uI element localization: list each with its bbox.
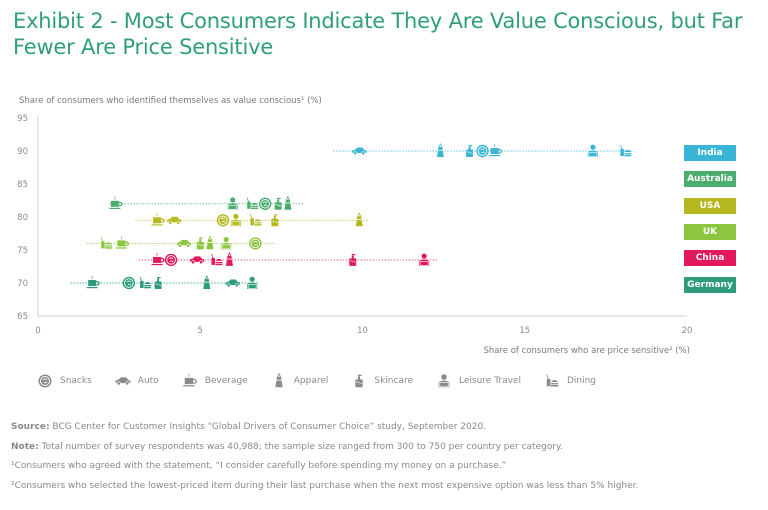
point-uk-auto: [177, 239, 192, 248]
note-label: Note:: [11, 441, 39, 452]
y-axis-label: Share of consumers who identified themse…: [19, 96, 322, 106]
point-germany-apparel: [203, 275, 211, 289]
x-tick-label: 15: [519, 326, 530, 336]
point-usa-snacks: [216, 214, 230, 227]
legend-item-beverage: Beverage: [181, 372, 248, 390]
footnote-2: ²Consumers who selected the lowest-price…: [11, 480, 639, 491]
country-badge-australia: Australia: [684, 171, 736, 187]
point-australia-skincare: [274, 197, 282, 210]
point-uk-leisure-travel: [221, 237, 232, 250]
exhibit-title: Exhibit 2 - Most Consumers Indicate They…: [13, 9, 743, 59]
legend-label: Beverage: [204, 376, 248, 386]
skincare-icon: [355, 374, 364, 388]
sample-note: Note: Total number of survey respondents…: [11, 438, 638, 458]
point-germany-beverage: [86, 276, 100, 289]
x-tick-label: 10: [357, 326, 368, 336]
x-tick-label: 5: [198, 326, 203, 336]
scatter-plot: 95 90 85 80 75 70 65 0 5 10 15 20: [17, 114, 693, 336]
legend-item-apparel: Apparel: [270, 372, 329, 390]
x-tick-label: 20: [682, 326, 693, 336]
country-badge-china: China: [684, 250, 736, 266]
legend-label: Dining: [566, 376, 597, 386]
apparel-icon: [275, 372, 283, 388]
point-germany-auto: [225, 279, 240, 288]
point-china-leisure-travel: [419, 253, 430, 266]
x-tick-label: 0: [35, 326, 40, 336]
point-china-beverage: [151, 252, 165, 266]
point-usa-leisure-travel: [230, 213, 241, 227]
y-tick-label: 75: [17, 246, 28, 256]
point-india-snacks: [476, 144, 489, 158]
legend-item-auto: Auto: [114, 372, 159, 390]
point-china-skincare: [349, 253, 357, 266]
point-india-auto: [352, 147, 367, 156]
y-tick-label: 90: [17, 147, 28, 157]
footnote-1: ¹Consumers who agreed with the statement…: [11, 461, 507, 471]
point-china-snacks: [164, 253, 178, 267]
country-badge-germany: Germany: [684, 277, 736, 293]
point-india-beverage: [489, 144, 503, 157]
point-usa-auto: [167, 216, 182, 225]
snacks-icon: [38, 374, 52, 388]
legend-label: Skincare: [374, 376, 414, 386]
source-note: Source: BCG Center for Customer Insights…: [11, 418, 638, 438]
legend-label: Apparel: [293, 376, 329, 386]
point-usa-apparel: [355, 212, 363, 227]
legend-label: Leisure Travel: [459, 376, 521, 386]
point-australia-leisure-travel: [227, 197, 238, 210]
point-uk-snacks: [249, 237, 262, 250]
y-tick-label: 65: [17, 312, 28, 322]
point-uk-skincare: [196, 237, 204, 250]
point-germany-dining: [139, 276, 152, 289]
point-india-apparel: [436, 143, 444, 157]
beverage-icon: [182, 373, 197, 387]
point-china-apparel: [225, 252, 233, 266]
auto-icon: [115, 377, 131, 386]
point-germany-skincare: [154, 277, 162, 289]
y-tick-label: 70: [17, 279, 28, 289]
point-australia-dining: [246, 197, 259, 210]
country-badge-usa: USA: [684, 198, 736, 214]
y-tick-label: 95: [17, 114, 28, 124]
point-uk-beverage: [115, 236, 129, 249]
category-legend: Snacks Auto Beverage Apparel Skincare Leisure…: [36, 372, 618, 390]
point-germany-leisure-travel: [247, 276, 258, 289]
legend-label: Snacks: [60, 376, 92, 386]
point-usa-beverage: [151, 213, 165, 226]
point-germany-snacks: [122, 276, 136, 290]
footnotes: Source: BCG Center for Customer Insights…: [11, 418, 638, 496]
y-tick-label: 85: [17, 180, 28, 190]
point-india-leisure-travel: [587, 144, 598, 157]
source-label: Source:: [11, 422, 50, 432]
point-australia-beverage: [109, 196, 123, 209]
point-india-skincare: [466, 145, 474, 157]
legend-item-skincare: Skincare: [350, 372, 413, 390]
point-australia-snacks: [258, 197, 272, 210]
source-text: BCG Center for Customer Insights “Global…: [49, 422, 487, 432]
legend-item-dining: Dining: [543, 372, 596, 390]
dining-icon: [546, 374, 559, 387]
point-uk-dining: [100, 237, 113, 249]
country-badge-india: India: [684, 145, 736, 161]
point-australia-apparel: [284, 195, 292, 210]
point-uk-apparel: [206, 235, 214, 250]
point-china-dining: [211, 253, 223, 266]
point-usa-skincare: [271, 214, 279, 227]
country-badge-uk: UK: [684, 224, 736, 240]
y-tick-label: 80: [17, 213, 28, 223]
legend-label: Auto: [137, 376, 159, 386]
point-usa-dining: [250, 214, 262, 226]
legend-item-leisure-travel: Leisure Travel: [435, 372, 521, 390]
legend-item-snacks: Snacks: [36, 372, 92, 390]
point-china-auto: [190, 256, 205, 265]
x-axis-label: Share of consumers who are price sensiti…: [483, 346, 691, 356]
point-india-dining: [619, 144, 632, 157]
leisure-travel-icon: [438, 374, 450, 388]
note-text: Total number of survey respondents was 4…: [38, 441, 563, 452]
